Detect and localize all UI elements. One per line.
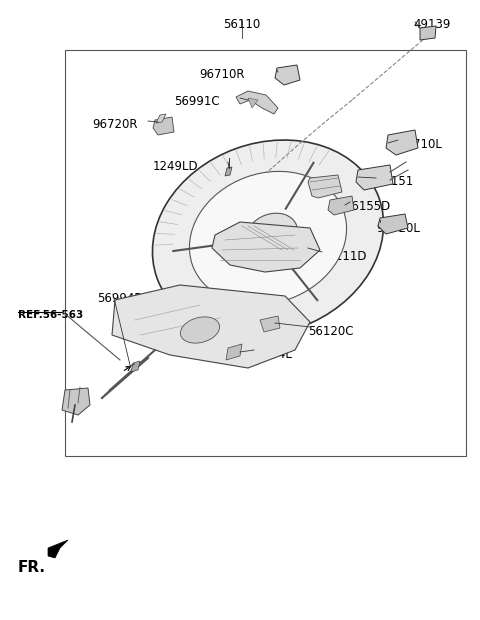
Polygon shape: [226, 344, 242, 360]
Bar: [65, 50, 466, 456]
Ellipse shape: [180, 317, 219, 343]
Text: 49139: 49139: [413, 18, 450, 31]
Text: 56994L: 56994L: [248, 348, 292, 361]
Polygon shape: [356, 165, 393, 190]
Text: 56110: 56110: [223, 18, 261, 31]
Text: 56151: 56151: [376, 175, 413, 188]
Text: REF.56-563: REF.56-563: [18, 310, 83, 320]
Text: 56111D: 56111D: [320, 250, 367, 263]
Polygon shape: [386, 130, 418, 155]
Polygon shape: [275, 65, 300, 85]
Ellipse shape: [247, 213, 298, 255]
Text: 1249LD: 1249LD: [152, 160, 198, 173]
Text: 56155D: 56155D: [344, 200, 390, 213]
Text: 56120C: 56120C: [308, 325, 353, 338]
Text: 96720R: 96720R: [93, 118, 138, 131]
Polygon shape: [153, 117, 174, 135]
Polygon shape: [308, 175, 342, 198]
Text: 96720L: 96720L: [376, 222, 420, 235]
Polygon shape: [212, 222, 320, 272]
Polygon shape: [328, 196, 354, 215]
Polygon shape: [156, 114, 166, 123]
Polygon shape: [62, 388, 90, 415]
Polygon shape: [378, 214, 408, 234]
Text: 96710R: 96710R: [200, 68, 245, 81]
Polygon shape: [420, 26, 436, 40]
Text: 96710L: 96710L: [398, 138, 442, 151]
Polygon shape: [225, 167, 232, 176]
Polygon shape: [260, 316, 280, 332]
Polygon shape: [48, 540, 68, 558]
Text: 56991C: 56991C: [174, 95, 220, 108]
Ellipse shape: [190, 171, 347, 304]
Ellipse shape: [153, 140, 384, 336]
Polygon shape: [248, 98, 258, 108]
Polygon shape: [236, 91, 278, 114]
Text: FR.: FR.: [18, 560, 46, 575]
Polygon shape: [112, 285, 310, 368]
Polygon shape: [131, 361, 140, 372]
Text: 56994R: 56994R: [97, 292, 143, 305]
